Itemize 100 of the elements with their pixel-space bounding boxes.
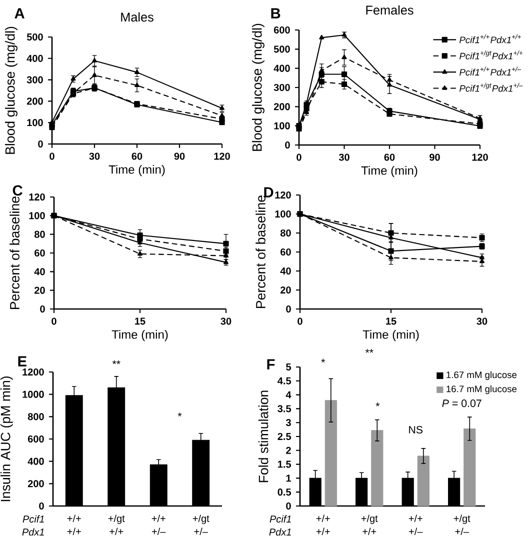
y-tick-label: 2 [286,446,291,454]
y-tick-label: 60 [34,249,45,257]
y-tick-label: 0 [286,305,291,313]
text: E [18,356,26,366]
y-tick-label: 0 [40,305,45,313]
text: ** [365,349,374,353]
annotation: P = 0.07 [442,400,482,408]
y-tick-label: 1000 [22,390,44,398]
legend-label: Pcif1$^{+/gt}$Pdx1$^{+/–}$ [460,82,523,92]
x-tick-label: 90 [174,152,185,160]
y-tick-label: 3.5 [278,405,292,412]
x-tick-label: +/+ +/+ [67,514,81,536]
text: Pdx1 [269,528,291,536]
x-tick-label: 30 [338,154,350,161]
y-axis-title: Percent of baseline [256,196,266,308]
x-tick-label: 0 [298,318,302,325]
y-tick-label: 100 [27,119,43,126]
x-tick-label: +/+ +/– [408,514,423,536]
y-tick-label: 20 [280,286,291,294]
y-tick-label: 3 [286,419,291,426]
y-tick-label: 400 [274,64,290,72]
x-axis-title: Time (min) [108,164,165,176]
x-tick-label: +/+ +/– [152,514,166,536]
x-axis-title: Time (min) [362,330,419,342]
annotation: NS [409,426,423,434]
y-axis-title: Insulin AUC (pM min) [0,376,13,502]
text: C [12,185,22,196]
y-tick-label: 2.5 [278,432,292,440]
text: D [264,187,274,198]
text: Pcif1 [270,515,291,523]
x-tick-label: 0 [50,152,54,160]
x-tick-label: 120 [472,154,488,161]
y-axis-title: Blood glucose (mg/dl) [252,24,264,151]
y-tick-label: 4.5 [278,377,292,384]
x-axis-title: Time (min) [112,330,168,342]
x-tick-label: +/gt +/+ [361,514,378,536]
x-tick-label: 0 [296,154,302,161]
y-tick-label: 500 [26,33,43,41]
x-tick-label: 90 [430,154,440,161]
x-tick-label: 30 [476,318,488,325]
y-tick-label: 500 [274,46,290,53]
y-tick-label: 200 [28,480,44,488]
text: ** [112,360,120,364]
x-tick-label: 15 [386,318,396,325]
legend-label: Pcif1$^{+/gt}$Pdx1$^{+/+}$ [460,50,523,60]
y-tick-label: 1 [286,474,292,482]
y-tick-label: 200 [274,103,290,110]
y-tick-label: 300 [274,84,290,92]
y-tick-label: 100 [275,210,291,218]
y-tick-label: 800 [28,413,44,420]
x-tick-label: 30 [89,152,100,160]
y-tick-label: 0.5 [278,488,292,496]
x-tick-label: +/gt +/– [192,514,210,536]
y-tick-label: 600 [28,435,44,443]
y-tick-label: 40 [34,268,45,276]
y-axis-title: Percent of baseline [10,196,20,309]
y-tick-label: 0 [39,502,44,510]
y-axis-title: Blood glucose (mg/dl) [5,26,18,154]
y-tick-label: 1.5 [278,460,292,468]
annotation: * [376,402,380,406]
y-axis-title: Fold stimulation [258,390,268,482]
y-tick-label: 20 [34,286,45,294]
chart-title: Females [366,5,414,15]
x-tick-label: 60 [384,154,395,161]
text: F [267,359,275,370]
x-tick-label: 15 [135,318,146,325]
y-tick-label: 80 [280,229,291,237]
y-tick-label: 1200 [22,368,44,376]
annotation: * [178,412,182,416]
legend-label: Pcif1$^{+/+}$Pdx1$^{+/–}$ [460,66,522,76]
x-tick-label: 0 [52,318,56,325]
y-tick-label: 4 [286,391,292,398]
y-tick-label: 400 [28,458,44,465]
y-tick-label: 0 [38,140,43,148]
x-tick-label: +/+ +/+ [316,514,330,536]
x-axis-title: Time (min) [361,166,418,178]
y-tick-label: 60 [280,248,291,256]
x-tick-label: +/gt +/+ [108,514,125,536]
text: Pdx1 [22,528,44,536]
legend-label: 16.7 mM glucose [446,385,517,394]
y-tick-label: 400 [26,54,43,62]
x-tick-label: +/gt +/– [454,514,470,536]
legend-label: Pcif1$^{+/+}$Pdx1$^{+/+}$ [460,34,521,44]
x-tick-label: 120 [214,152,230,160]
y-tick-label: 120 [275,191,291,199]
y-tick-label: 80 [34,230,45,238]
text: * [321,358,326,362]
text: B [271,8,280,18]
y-tick-label: 100 [29,212,45,220]
y-tick-label: 0 [286,502,291,510]
y-tick-label: 100 [274,122,290,130]
legend-label: 1.67 mM glucose [446,371,517,380]
y-tick-label: 0 [285,141,290,149]
text: A [14,8,24,18]
y-tick-label: 120 [29,193,45,201]
y-tick-label: 200 [26,98,43,105]
y-tick-label: 5 [286,364,292,370]
text: Pcif1 [22,515,44,523]
chart-title: Males [121,12,154,22]
y-tick-label: 40 [280,267,291,275]
